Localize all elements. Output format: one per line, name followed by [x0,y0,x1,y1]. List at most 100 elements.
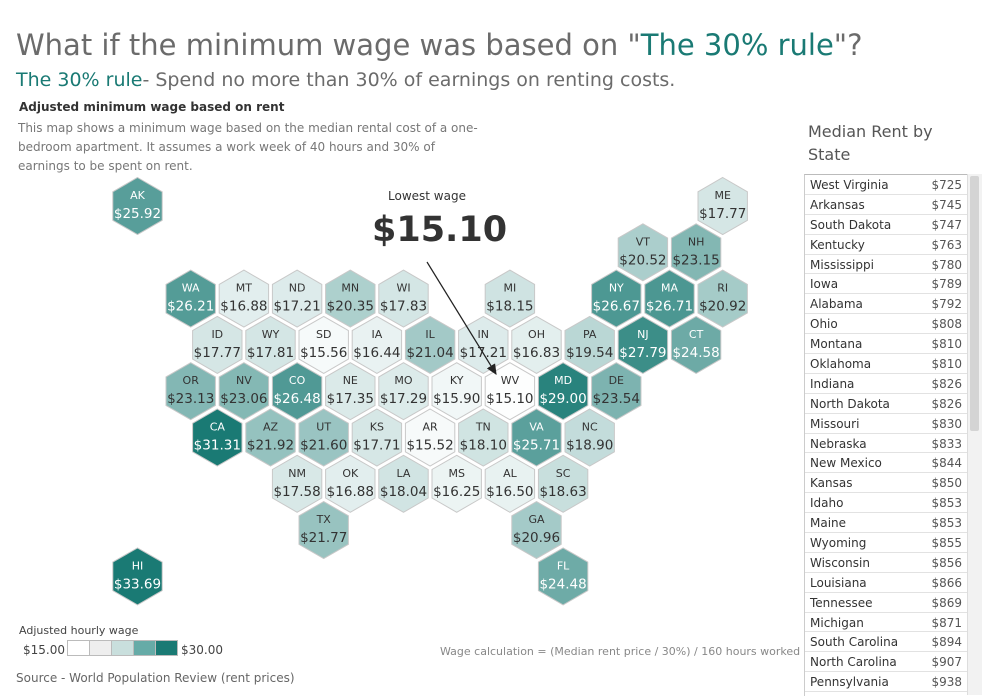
rent-table-row[interactable]: Iowa $789 [805,274,967,295]
subtitle-text: - Spend no more than 30% of earnings on … [142,69,676,91]
rent-table-row[interactable]: South Carolina $894 [805,632,967,653]
rent-table-row[interactable]: Alabama $792 [805,294,967,315]
rent-table-row[interactable]: Kansas $850 [805,473,967,494]
rent-table-row[interactable]: Mississippi $780 [805,255,967,275]
rent-table-row[interactable]: Ohio $808 [805,314,967,335]
hex-label-ms: MS [448,467,464,480]
hex-ia[interactable] [351,315,403,374]
hex-az[interactable] [245,408,296,467]
hex-ga[interactable] [511,501,562,560]
rent-table-row[interactable]: North Dakota $826 [805,394,967,414]
hex-wi[interactable] [378,269,429,328]
rent-table-row[interactable]: West Virginia $725 [805,175,967,195]
hex-tx[interactable] [298,501,349,560]
rent-value: $826 [931,396,962,411]
hex-label-nm: NM [288,467,306,480]
hex-ca[interactable] [192,408,243,467]
hex-mo[interactable] [378,362,429,421]
hex-ny[interactable] [591,269,642,328]
rent-table[interactable]: West Virginia $725 Arkansas $745 South Dakot… [804,174,967,696]
hex-value-nc: $18.90 [566,438,613,454]
hex-ar[interactable] [404,408,456,467]
title-prefix: What if the minimum wage was based on " [16,28,641,62]
rent-table-row[interactable]: New Mexico $844 [805,453,967,474]
hex-or[interactable] [165,362,216,421]
legend-min-label: $15.00 [23,643,65,657]
hex-oh[interactable] [511,315,562,374]
rent-table-row[interactable]: Oklahoma $810 [805,354,967,374]
hex-label-tn: TN [475,421,491,434]
hex-mn[interactable] [325,269,376,328]
rent-table-scrollbar[interactable] [967,174,982,695]
scroll-thumb[interactable] [970,176,979,431]
hex-fl[interactable] [537,547,589,606]
hex-value-mt: $16.88 [220,299,267,315]
hex-value-ma: $26.71 [646,299,693,315]
hex-ri[interactable] [697,269,748,328]
rent-table-row[interactable]: Pennsylvania $938 [805,672,967,693]
hex-ak[interactable] [112,176,163,236]
hex-hi[interactable] [112,547,163,606]
hex-de[interactable] [591,362,642,421]
hex-ky[interactable] [431,362,482,421]
hex-nm[interactable] [271,454,323,513]
hex-ne[interactable] [325,362,376,421]
hex-sc[interactable] [537,454,589,513]
hex-ks[interactable] [351,408,403,467]
hex-mt[interactable] [218,269,270,328]
hex-ut[interactable] [298,408,349,467]
hex-nh[interactable] [670,223,722,282]
rent-table-row[interactable]: Louisiana $866 [805,573,967,593]
rent-table-row[interactable]: Indiana $826 [805,374,967,394]
rent-table-row[interactable]: Tennessee $869 [805,593,967,613]
hex-value-ms: $16.25 [433,484,480,500]
hex-vt[interactable] [617,223,669,282]
hex-id[interactable] [192,315,243,374]
hex-ma[interactable] [644,269,695,328]
rent-table-row[interactable]: Wyoming $855 [805,533,967,553]
hex-wv[interactable] [484,362,536,421]
legend-swatch [68,641,90,655]
rent-table-row[interactable]: Wisconsin $856 [805,553,967,573]
hex-me[interactable] [697,176,748,236]
hex-tn[interactable] [458,408,509,467]
hex-value-tn: $18.10 [460,438,507,454]
rent-value: $853 [931,516,962,531]
hex-wa[interactable] [165,269,216,328]
rent-table-row[interactable]: Missouri $830 [805,414,967,434]
hex-mi[interactable] [484,269,536,328]
hex-label-al: AL [503,467,518,480]
rent-table-row[interactable]: Maine $853 [805,513,967,534]
hex-nj[interactable] [617,315,669,374]
hex-al[interactable] [484,454,536,513]
hex-pa[interactable] [564,315,615,374]
hex-nc[interactable] [564,408,615,467]
hex-nd[interactable] [271,269,323,328]
rent-table-row[interactable]: Kentucky $763 [805,235,967,255]
hex-sd[interactable] [298,315,349,374]
hex-in[interactable] [458,315,509,374]
rent-table-row[interactable]: Montana $810 [805,334,967,355]
rent-table-row[interactable]: North Carolina $907 [805,652,967,673]
hex-ms[interactable] [431,454,482,513]
hex-ct[interactable] [670,315,722,374]
title-suffix: "? [833,28,863,62]
rent-table-row[interactable]: Nebraska $833 [805,434,967,454]
hex-co[interactable] [271,362,323,421]
hex-ok[interactable] [325,454,376,513]
hex-md[interactable] [537,362,589,421]
hex-label-ca: CA [210,421,226,434]
hex-value-mo: $17.29 [380,391,427,407]
hex-value-or: $23.13 [167,391,214,407]
hex-va[interactable] [511,408,562,467]
rent-table-row[interactable]: South Dakota $747 [805,215,967,235]
hex-wy[interactable] [245,315,296,374]
rent-table-row[interactable]: Idaho $853 [805,493,967,514]
rent-state-name: West Virginia [810,178,889,192]
hex-il[interactable] [404,315,456,374]
rent-table-row[interactable]: Arkansas $745 [805,195,967,215]
hex-nv[interactable] [218,362,270,421]
hex-la[interactable] [378,454,429,513]
hex-map[interactable]: AK $25.92 ME $17.77 VT $20.52 NH $23.15 WA $26.21… [0,0,800,620]
rent-table-row[interactable]: Michigan $871 [805,613,967,633]
